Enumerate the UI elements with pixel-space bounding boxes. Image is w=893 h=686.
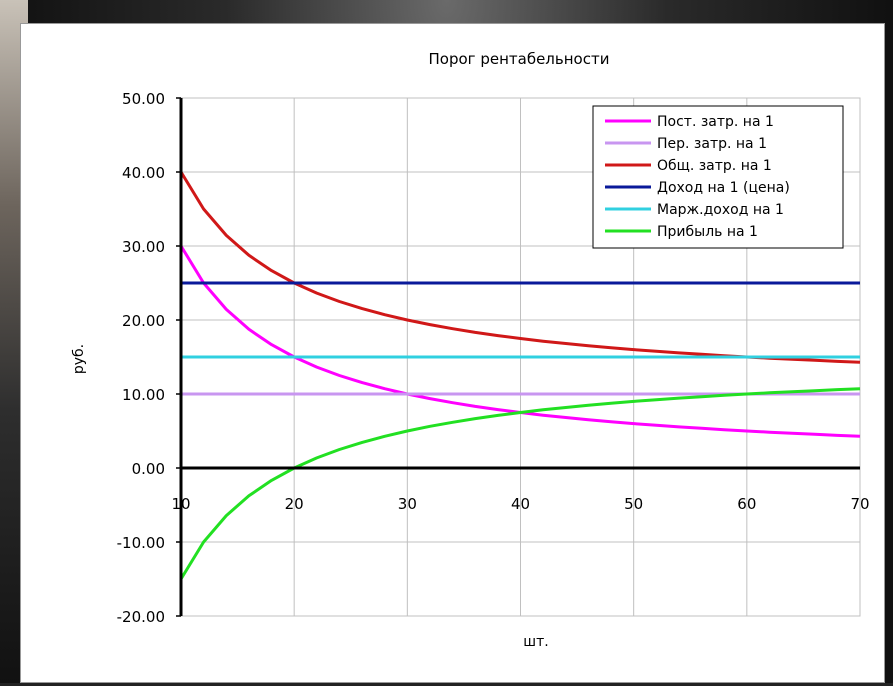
chart-area: Порог рентабельности 50.00 40.00 30.00 20.0… (20, 23, 885, 683)
x-tick-label: 30 (398, 495, 417, 513)
chart-title: Порог рентабельности (429, 50, 610, 68)
y-tick-label: 20.00 (122, 312, 165, 330)
y-tick-label: -20.00 (117, 608, 165, 626)
y-tick-label: 30.00 (122, 238, 165, 256)
legend-box (592, 105, 844, 249)
legend-label: Общ. затр. на 1 (657, 158, 772, 174)
y-tick-label: 10.00 (122, 386, 165, 404)
legend: Пост. затр. на 1 Пер. затр. на 1 Общ. затр… (592, 105, 844, 249)
x-tick-label: 70 (850, 495, 869, 513)
x-tick-label: 60 (737, 495, 756, 513)
y-axis-label: руб. (71, 344, 87, 374)
x-tick-label: 20 (285, 495, 304, 513)
y-tick-label: -10.00 (117, 534, 165, 552)
y-tick-label: 40.00 (122, 164, 165, 182)
y-tick-label: 50.00 (122, 90, 165, 108)
chart-svg: Порог рентабельности 50.00 40.00 30.00 20.0… (71, 50, 870, 650)
legend-label: Пост. затр. на 1 (657, 114, 774, 130)
axis-layer: 50.00 40.00 30.00 20.00 10.00 0.00 -10.00 -20.0… (117, 90, 870, 626)
legend-label: Прибыль на 1 (657, 224, 758, 240)
x-axis-label: шт. (523, 634, 548, 650)
x-tick-label: 50 (624, 495, 643, 513)
x-tick-label: 40 (511, 495, 530, 513)
y-tick-label: 0.00 (132, 460, 165, 478)
legend-label: Доход на 1 (цена) (657, 180, 790, 196)
legend-label: Марж.доход на 1 (657, 202, 784, 218)
legend-label: Пер. затр. на 1 (657, 136, 767, 152)
series-layer (179, 171, 861, 580)
